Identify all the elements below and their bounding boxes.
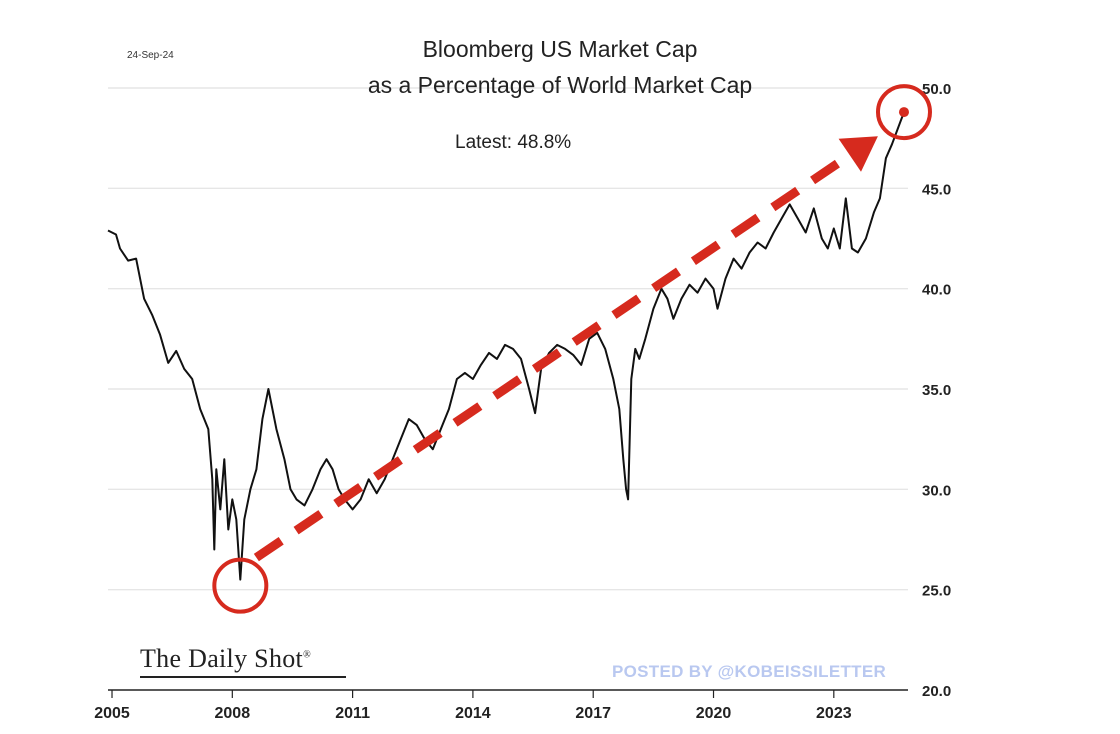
latest-value: 48.8% (517, 132, 572, 153)
x-tick-label: 2017 (575, 705, 611, 722)
annotation-layer (212, 84, 932, 614)
x-tick-label: 2005 (94, 705, 130, 722)
x-tick-label: 2020 (696, 705, 732, 722)
brand-underline (140, 676, 346, 678)
trend-arrow-head (838, 136, 878, 172)
chart-title-line1: Bloomberg US Market Cap (422, 36, 698, 62)
watermark: POSTED BY @KOBEISSILETTER (612, 662, 887, 681)
low-point-circle (212, 557, 269, 614)
latest-readout: Latest: 48.8% (455, 132, 571, 154)
x-tick-label: 2008 (215, 705, 251, 722)
y-tick-label: 30.0 (922, 482, 951, 499)
y-axis: 20.0 25.0 30.0 35.0 40.0 45.0 50.0 (922, 81, 951, 700)
chart-title-line2: as a Percentage of World Market Cap (367, 72, 753, 98)
y-tick-label: 35.0 (922, 382, 951, 399)
trend-arrow-shaft (253, 151, 853, 562)
brand-logo: The Daily Shot® (140, 644, 311, 674)
x-tick-label: 2023 (816, 705, 852, 722)
x-tick-label: 2011 (335, 705, 370, 722)
x-axis: 2005 2008 2011 2014 2017 2020 2023 (94, 689, 908, 722)
latest-point-circle (875, 84, 932, 141)
series-layer (107, 111, 905, 581)
y-tick-label: 45.0 (922, 181, 951, 198)
y-tick-label: 50.0 (922, 81, 951, 98)
brand-mark: ® (303, 649, 311, 661)
date-stamp: 24-Sep-24 (127, 50, 174, 61)
x-tick-label: 2014 (455, 705, 491, 722)
brand-text: The Daily Shot (140, 644, 304, 673)
y-tick-label: 40.0 (922, 282, 951, 299)
latest-label: Latest: (455, 132, 513, 153)
latest-point-marker (898, 107, 909, 118)
series-line (107, 111, 905, 581)
y-tick-label: 20.0 (922, 683, 951, 700)
y-tick-label: 25.0 (922, 583, 951, 600)
